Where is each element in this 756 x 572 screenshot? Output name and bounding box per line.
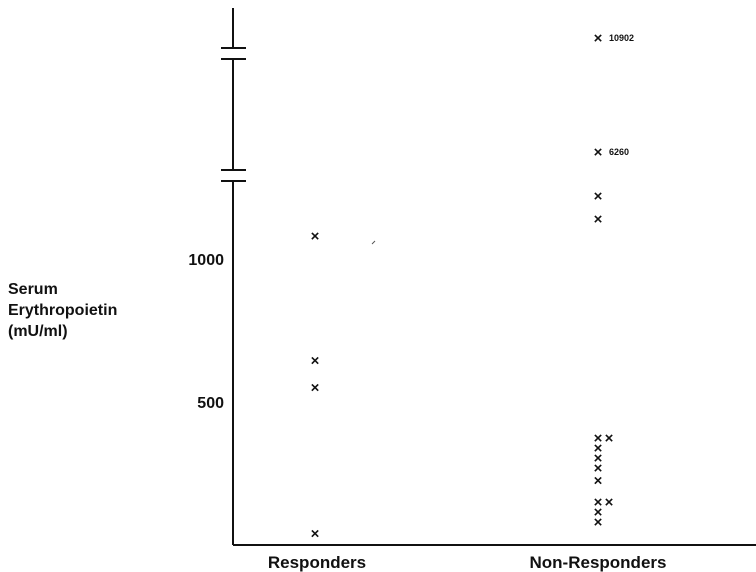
data-point: × — [594, 504, 603, 521]
point-annotation: 10902 — [609, 33, 634, 43]
y-axis-label-line: (mU/ml) — [8, 323, 68, 340]
data-point: × — [594, 144, 603, 161]
y-tick-label: 1000 — [188, 252, 224, 269]
y-axis-label: Serum Erythropoietin (mU/ml) — [8, 279, 117, 342]
data-point: × — [594, 460, 603, 477]
data-point: × — [594, 188, 603, 205]
axes — [221, 8, 756, 546]
data-points: ××××××××× ×××××× ××× — [311, 30, 614, 543]
data-point: × — [311, 526, 320, 543]
x-category-label: Non-Responders — [530, 553, 667, 572]
data-point: × — [594, 430, 603, 447]
data-point: × — [594, 30, 603, 47]
data-point: × — [311, 380, 320, 397]
data-point: × — [605, 494, 614, 511]
data-point: × — [594, 514, 603, 531]
data-point: × — [594, 494, 603, 511]
data-point: × — [594, 450, 603, 467]
stray-mark — [371, 240, 376, 245]
x-category-label: Responders — [268, 553, 366, 572]
point-annotation: 6260 — [609, 147, 629, 157]
annotations: 10902 6260 — [609, 33, 634, 157]
y-tick-label: 500 — [197, 395, 224, 412]
data-point: × — [605, 430, 614, 447]
data-point: × — [311, 228, 320, 245]
y-axis-label-line: Erythropoietin — [8, 302, 118, 319]
category-labels: Responders Non-Responders — [268, 553, 667, 572]
y-tick-labels: 1000 500 — [188, 252, 224, 412]
data-point: × — [311, 353, 320, 370]
data-point: × — [594, 473, 603, 490]
y-axis-label-line: Serum — [8, 281, 58, 298]
data-point: × — [594, 440, 603, 457]
data-point: × — [594, 211, 603, 228]
